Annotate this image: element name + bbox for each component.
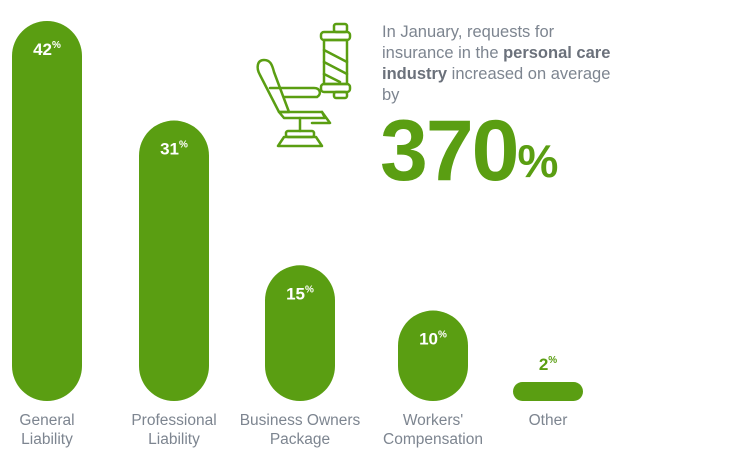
bar-value-label-2: 15%: [286, 284, 314, 303]
category-label-2: Business Owners Package: [240, 412, 361, 448]
bar-1: [139, 120, 209, 402]
bar-4: [513, 382, 583, 401]
bar-value-label-3: 10%: [419, 330, 447, 349]
big-stat-number: 370: [380, 103, 519, 199]
bar-value-label-1: 31%: [160, 140, 188, 159]
bar-0: [12, 21, 82, 401]
callout-text-after: increased on average by: [382, 65, 611, 104]
category-label-4: Other: [529, 412, 568, 429]
bar-value-label-0: 42%: [33, 40, 61, 59]
bar-2: [265, 265, 335, 401]
barber-chair-and-pole-icon: [256, 22, 352, 148]
category-label-3: Workers' Compensation: [383, 412, 483, 448]
big-stat-suffix: %: [517, 135, 559, 187]
callout-text-before: In January, requests for insurance in th…: [382, 23, 555, 62]
bar-3: [398, 310, 468, 401]
callout-text-bold: personal care industry: [382, 44, 611, 83]
category-label-1: Professional Liability: [131, 412, 216, 448]
bar-value-label-4: 2%: [539, 355, 557, 374]
callout-text: In January, requests for insurance in th…: [382, 22, 622, 106]
category-label-0: General Liability: [19, 412, 74, 448]
big-stat: 370%: [380, 108, 558, 194]
